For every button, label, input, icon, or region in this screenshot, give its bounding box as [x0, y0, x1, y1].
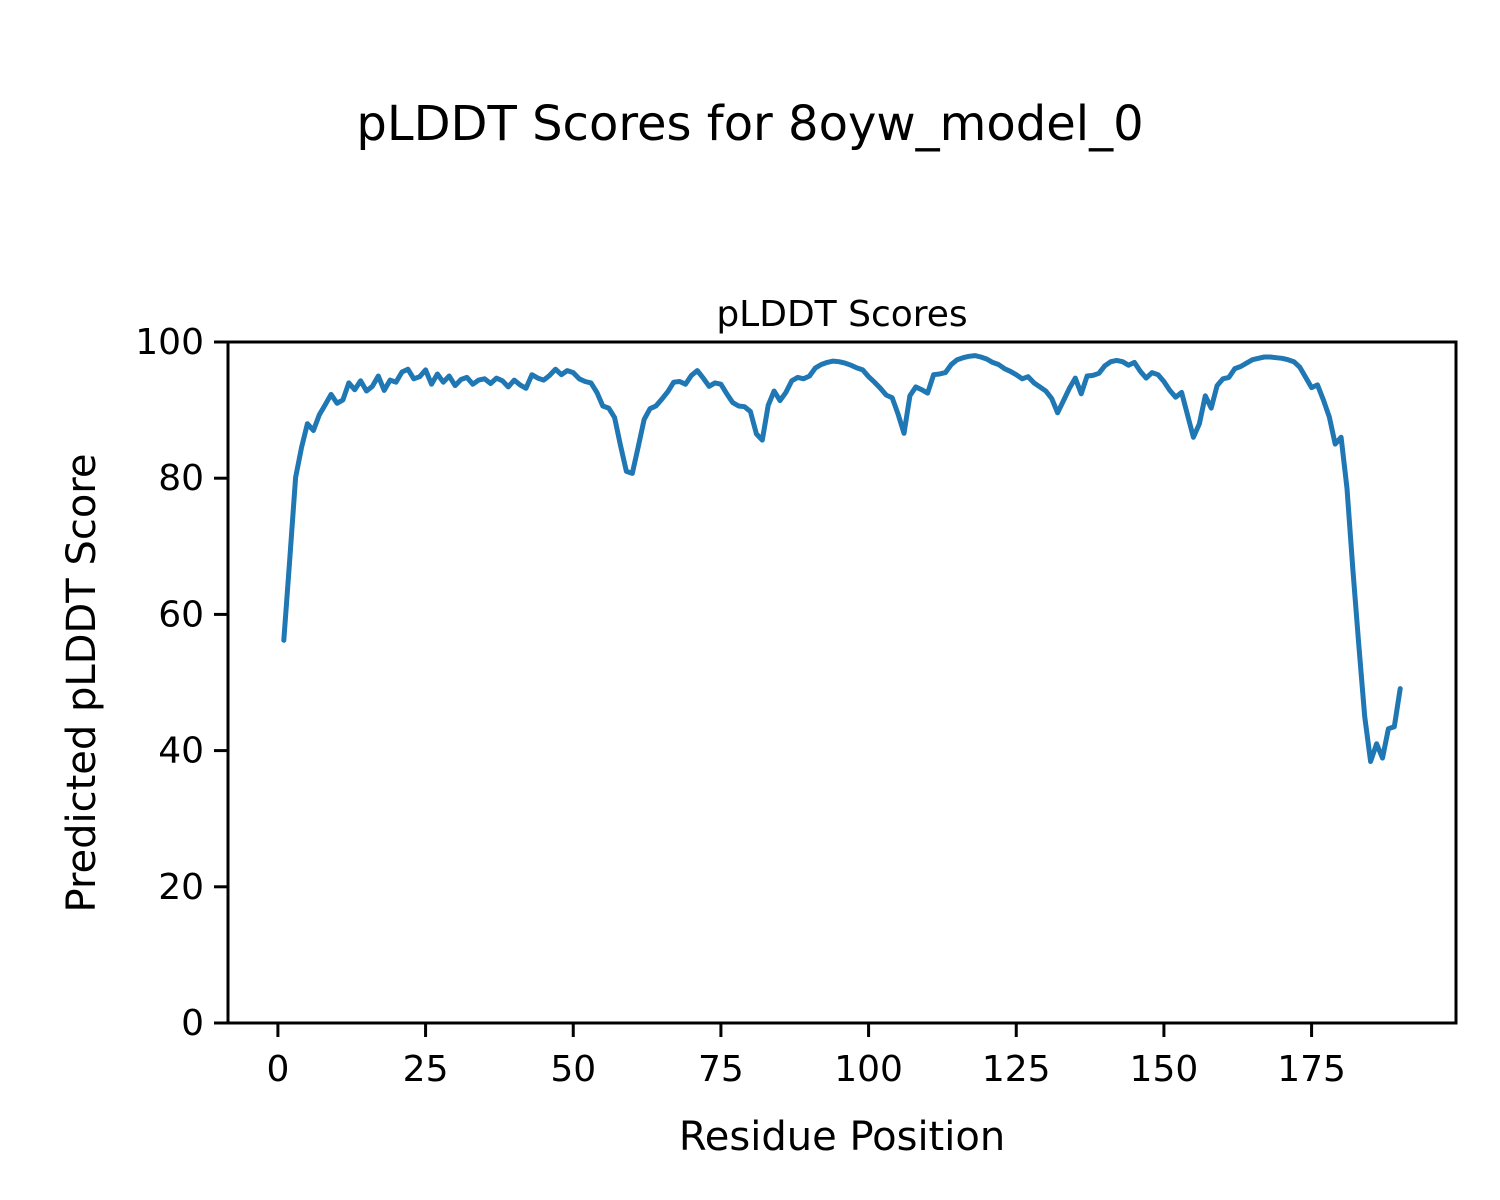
- x-tick-label: 25: [403, 1049, 449, 1090]
- x-tick-label: 175: [1277, 1049, 1346, 1090]
- x-tick-label: 125: [982, 1049, 1051, 1090]
- y-tick-label: 100: [135, 322, 204, 363]
- plddt-line: [281, 353, 1403, 764]
- axes-title: pLDDT Scores: [716, 294, 967, 335]
- x-tick-label: 100: [834, 1049, 903, 1090]
- y-tick-label: 60: [158, 594, 204, 635]
- plot-frame: [226, 340, 1458, 1025]
- x-tick-label: 75: [698, 1049, 744, 1090]
- y-axis-label: Predicted pLDDT Score: [59, 454, 105, 913]
- series-layer: [281, 353, 1403, 764]
- x-axis-label: Residue Position: [679, 1114, 1005, 1160]
- y-tick-label: 40: [158, 731, 204, 772]
- x-tick-label: 50: [550, 1049, 596, 1090]
- y-tick-label: 20: [158, 867, 204, 908]
- figure-title: pLDDT Scores for 8oyw_model_0: [356, 96, 1143, 152]
- x-tick-label: 0: [266, 1049, 289, 1090]
- y-tick-label: 80: [158, 458, 204, 499]
- x-tick-label: 150: [1130, 1049, 1199, 1090]
- y-tick-label: 0: [181, 1003, 204, 1044]
- axis-ticks: 0 25 50 75 100 125 150 175 0 20 40 60 80 100: [135, 322, 1346, 1090]
